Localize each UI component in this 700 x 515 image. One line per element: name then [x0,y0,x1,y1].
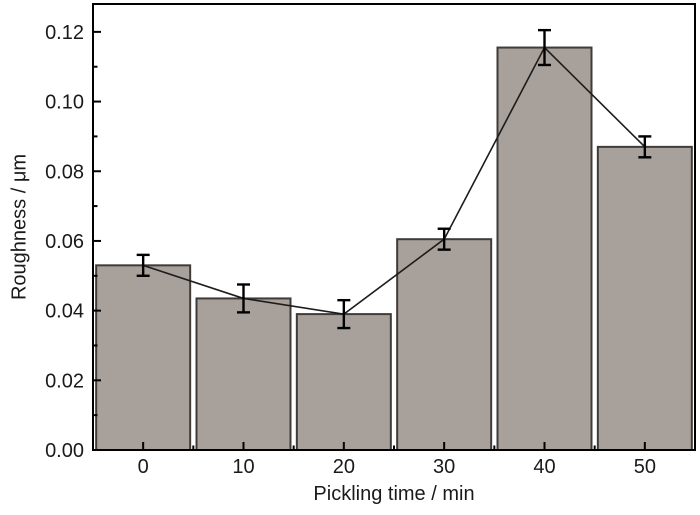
bar-0 [95,264,192,451]
x-axis-title: Pickling time / min [313,483,475,505]
x-tick-label: 0 [138,456,149,478]
x-tick-label: 20 [333,456,355,478]
series-line [142,46,646,315]
x-tick-label: 50 [634,456,656,478]
y-tick-label: 0.02 [45,370,84,392]
x-tick-label: 30 [433,456,455,478]
bar-40 [496,46,593,451]
bar-20 [295,313,392,451]
y-tick-label: 0.12 [45,22,84,44]
bar-30 [396,238,493,451]
y-tick-label: 0.08 [45,161,84,183]
y-axis-title: Roughness / μm [8,153,31,301]
bar-50 [596,145,693,451]
y-tick-label: 0.10 [45,92,84,114]
x-tick-label: 10 [232,456,254,478]
y-tick-label: 0.04 [45,301,84,323]
bar-10 [195,297,292,451]
x-tick-label: 40 [533,456,555,478]
y-tick-label: 0.06 [45,231,84,253]
y-tick-label: 0.00 [45,440,84,462]
